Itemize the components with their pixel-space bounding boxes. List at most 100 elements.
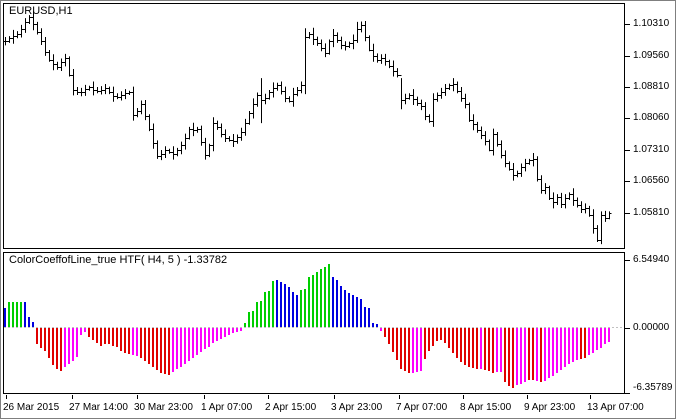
histogram-bar <box>200 328 202 352</box>
time-axis-label: 2 Apr 15:00 <box>265 402 317 413</box>
time-axis-label: 9 Apr 23:00 <box>524 402 576 413</box>
histogram-bar <box>168 328 170 375</box>
histogram-bar <box>480 328 482 369</box>
histogram-bar <box>288 287 290 327</box>
histogram-bar <box>64 328 66 367</box>
histogram-bar <box>116 328 118 347</box>
histogram-bar <box>292 292 294 327</box>
histogram-bar <box>192 328 194 358</box>
histogram-bar <box>24 302 26 327</box>
histogram-bar <box>512 328 514 388</box>
histogram-bar <box>484 328 486 370</box>
histogram-bar <box>324 267 326 327</box>
histogram-bar <box>92 328 94 340</box>
histogram-bar <box>320 269 322 327</box>
histogram-bar <box>344 290 346 327</box>
histogram-bar <box>312 275 314 327</box>
price-axis-tick <box>625 181 630 182</box>
time-axis-tick <box>334 395 335 399</box>
histogram-bar <box>384 328 386 337</box>
histogram-bar <box>392 328 394 352</box>
time-axis-label: 26 Mar 2015 <box>3 402 60 413</box>
price-panel[interactable]: EURUSD,H1 <box>3 3 625 249</box>
histogram-bar <box>536 328 538 381</box>
histogram-bar <box>300 290 302 327</box>
histogram-bar <box>476 328 478 369</box>
price-axis-label: 1.05810 <box>633 207 670 218</box>
histogram-bar <box>120 328 122 351</box>
histogram-bar <box>36 328 38 344</box>
histogram-bar <box>492 328 494 373</box>
histogram-bar <box>236 328 238 332</box>
histogram-bar <box>580 328 582 359</box>
histogram-bar <box>404 328 406 371</box>
histogram-bar <box>532 328 534 380</box>
time-axis-label: 30 Mar 23:00 <box>134 402 193 413</box>
time-axis-tick <box>463 395 464 399</box>
histogram-bar <box>268 291 270 327</box>
histogram-bar <box>528 328 530 380</box>
histogram-bar <box>600 328 602 348</box>
indicator-histogram-canvas[interactable] <box>4 253 624 393</box>
histogram-bar <box>460 328 462 362</box>
indicator-title: ColorCoeffofLine_true HTF( H4, 5 ) -1.33… <box>9 254 228 266</box>
indicator-panel[interactable]: ColorCoeffofLine_true HTF( H4, 5 ) -1.33… <box>3 252 625 394</box>
histogram-bar <box>544 328 546 381</box>
time-axis: 26 Mar 2015 27 Mar 14:00 30 Mar 23:00 1 Apr… <box>1 395 675 418</box>
histogram-bar <box>172 328 174 372</box>
histogram-bar <box>16 302 18 327</box>
histogram-bar <box>20 302 22 327</box>
histogram-bar <box>572 328 574 362</box>
histogram-bar <box>240 328 242 331</box>
histogram-bar <box>372 323 374 327</box>
histogram-bar <box>588 328 590 355</box>
histogram-bar <box>432 328 434 346</box>
histogram-bar <box>280 282 282 327</box>
price-axis-label: 1.09560 <box>633 50 670 61</box>
histogram-bar <box>368 308 370 327</box>
histogram-bar <box>416 328 418 372</box>
histogram-bar <box>252 311 254 327</box>
histogram-bar <box>488 328 490 371</box>
histogram-bar <box>296 295 298 327</box>
histogram-bar <box>4 308 6 327</box>
histogram-bar <box>336 280 338 327</box>
time-axis-tick <box>6 395 7 399</box>
histogram-bar <box>352 295 354 327</box>
histogram-bar <box>144 328 146 361</box>
histogram-bar <box>520 328 522 384</box>
histogram-bar <box>220 328 222 339</box>
histogram-bar <box>216 328 218 341</box>
histogram-bar <box>160 328 162 373</box>
histogram-bar <box>100 328 102 346</box>
histogram-bar <box>468 328 470 367</box>
histogram-bar <box>60 328 62 371</box>
histogram-bar <box>112 328 114 346</box>
histogram-bar <box>308 277 310 327</box>
histogram-bar <box>388 328 390 344</box>
price-chart-canvas[interactable] <box>4 4 624 248</box>
histogram-bar <box>276 280 278 327</box>
histogram-bar <box>440 328 442 340</box>
histogram-bar <box>596 328 598 350</box>
price-axis-label: 1.08060 <box>633 112 670 123</box>
histogram-bar <box>196 328 198 355</box>
histogram-bar <box>452 328 454 353</box>
price-axis-tick <box>625 118 630 119</box>
histogram-bar <box>212 328 214 343</box>
price-axis-tick <box>625 56 630 57</box>
histogram-bar <box>28 317 30 327</box>
histogram-bar <box>436 328 438 341</box>
histogram-bar <box>188 328 190 361</box>
time-axis-tick <box>137 395 138 399</box>
histogram-bar <box>604 328 606 344</box>
histogram-bar <box>48 328 50 358</box>
histogram-bar <box>412 328 414 373</box>
price-axis: 1.10310 1.09560 1.08810 1.08060 1.07310 1.065… <box>625 1 675 252</box>
histogram-bar <box>260 301 262 327</box>
histogram-bar <box>80 328 82 335</box>
histogram-bar <box>244 323 246 327</box>
histogram-bar <box>608 328 610 342</box>
time-axis-label: 8 Apr 15:00 <box>460 402 512 413</box>
histogram-bar <box>40 328 42 348</box>
